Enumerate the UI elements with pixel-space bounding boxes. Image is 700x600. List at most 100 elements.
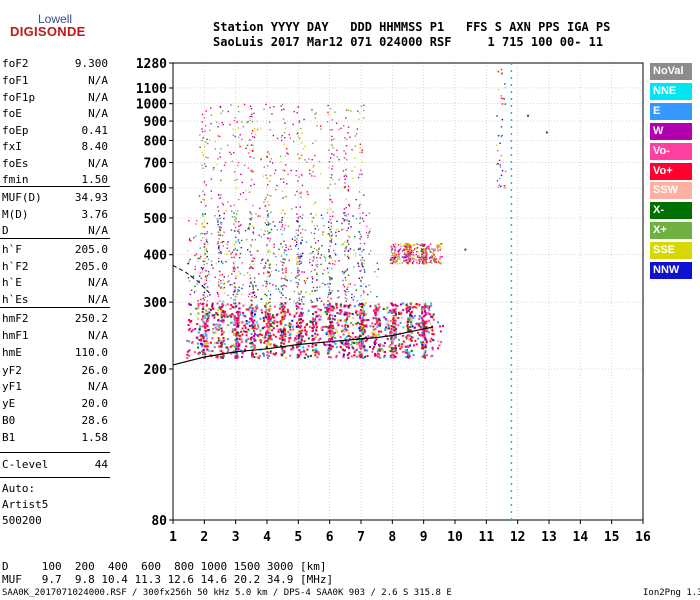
echo-point [219,179,222,182]
echo-point [282,209,285,212]
echo-point [249,282,251,284]
echo-point [206,325,209,328]
echo-point [351,346,354,349]
echo-point [501,118,504,121]
echo-point [307,355,310,358]
echo-point [320,300,323,302]
echo-point [284,213,286,215]
echo-point [280,346,283,349]
echo-point [211,304,214,307]
echo-point [407,352,410,355]
echo-point [188,303,191,306]
echo-point [431,348,434,351]
echo-point [258,355,261,358]
echo-point [206,318,209,321]
echo-point [389,330,392,333]
echo-point [329,129,331,131]
echo-point [260,334,263,337]
echo-point [208,311,211,314]
echo-point [297,337,300,340]
echo-point [281,348,284,351]
echo-point [257,215,259,217]
echo-point [498,159,501,162]
echo-point [433,249,435,252]
echo-point [220,342,223,345]
echo-point [329,215,332,218]
echo-point [226,247,229,249]
echo-point [241,321,244,324]
echo-point [429,243,432,245]
echo-point [249,105,252,107]
echo-point [430,327,433,330]
echo-point [323,269,325,271]
echo-point [315,329,318,332]
echo-point [347,213,349,216]
echo-point [419,341,422,344]
echo-point [421,342,424,345]
echo-point [317,308,320,311]
auto-line: Auto: [2,482,36,495]
echo-point [303,356,306,359]
echo-point [401,250,404,252]
echo-point [280,212,283,214]
echo-point [315,349,318,352]
echo-point [361,276,363,279]
echo-point [231,330,234,333]
echo-point [234,219,236,221]
echo-point [313,337,316,340]
echo-point [203,117,205,119]
echo-point [418,255,420,257]
echo-point [238,198,240,201]
echo-point [221,202,224,204]
echo-point [363,242,366,245]
echo-point [343,330,346,333]
echo-point [314,269,316,271]
echo-point [314,289,317,292]
echo-point [233,291,235,293]
echo-point [238,231,240,233]
echo-point [297,180,299,182]
echo-point [238,343,241,346]
echo-point [307,309,310,312]
echo-point [335,122,338,124]
echo-point [378,348,381,351]
echo-point [193,351,196,354]
echo-point [425,248,427,250]
echo-point [299,313,302,316]
echo-point [267,270,269,273]
echo-point [250,283,253,285]
echo-point [343,212,345,214]
echo-point [204,330,207,333]
echo-point [346,219,349,222]
echo-point [249,251,251,253]
echo-point [203,220,205,222]
echo-point [421,329,424,332]
echo-point [416,247,418,250]
echo-point [207,142,209,145]
echo-point [392,257,394,259]
echo-point [300,290,302,292]
echo-point [346,325,349,328]
echo-point [259,317,262,320]
echo-point [355,348,358,351]
param-label-d: D [2,224,9,237]
echo-point [251,307,254,310]
echo-point [202,315,205,318]
echo-point [328,351,331,354]
echo-point [312,306,315,309]
echo-point [221,241,223,243]
echo-point [263,341,266,344]
echo-point [220,350,223,353]
echo-point [231,160,233,163]
echo-point [403,248,405,250]
echo-point [298,260,301,262]
x-tick-label: 16 [635,530,651,545]
echo-point [204,124,207,127]
echo-point [333,318,336,321]
echo-point [317,351,320,354]
echo-point [393,326,396,329]
echo-point [361,354,364,357]
echo-point [280,243,282,245]
echo-point [256,250,259,252]
echo-point [392,356,395,359]
